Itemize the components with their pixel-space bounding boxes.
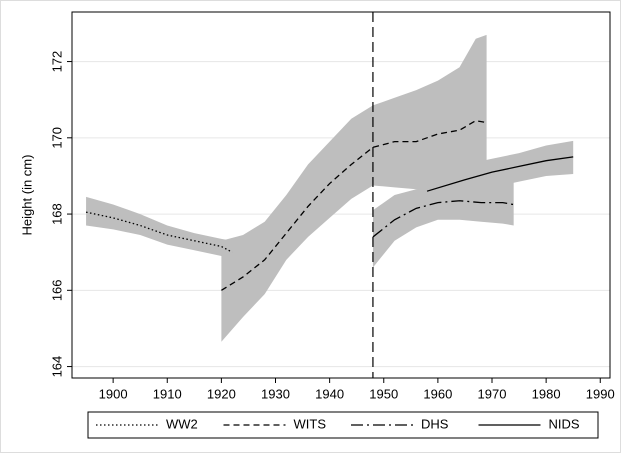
series-line — [221, 119, 487, 291]
x-tick-label: 1910 — [153, 386, 182, 401]
confidence-band — [372, 177, 514, 268]
y-tick-label: 170 — [49, 127, 64, 149]
legend-label: WW2 — [166, 416, 198, 431]
y-tick-label: 164 — [49, 356, 64, 378]
y-tick-label: 166 — [49, 279, 64, 301]
x-tick-label: 1920 — [207, 386, 236, 401]
x-tick-label: 1990 — [586, 386, 615, 401]
series-line — [372, 200, 514, 238]
confidence-band — [221, 34, 487, 342]
x-tick-label: 1960 — [423, 386, 452, 401]
plot-frame — [71, 11, 611, 379]
x-tick-label: 1900 — [99, 386, 128, 401]
legend-label: NIDS — [549, 416, 580, 431]
x-tick-label: 1930 — [261, 386, 290, 401]
series-line — [85, 211, 233, 253]
x-tick-label: 1980 — [532, 386, 561, 401]
y-tick-label: 172 — [49, 51, 64, 73]
confidence-band — [86, 196, 233, 258]
y-axis-label: Height (in cm) — [19, 155, 34, 236]
x-tick-label: 1950 — [369, 386, 398, 401]
legend-label: WITS — [294, 416, 327, 431]
legend-label: DHS — [421, 416, 449, 431]
y-tick-label: 168 — [49, 203, 64, 225]
x-tick-label: 1970 — [478, 386, 507, 401]
x-tick-label: 1940 — [315, 386, 344, 401]
series-line — [426, 156, 574, 192]
confidence-band — [427, 140, 574, 207]
